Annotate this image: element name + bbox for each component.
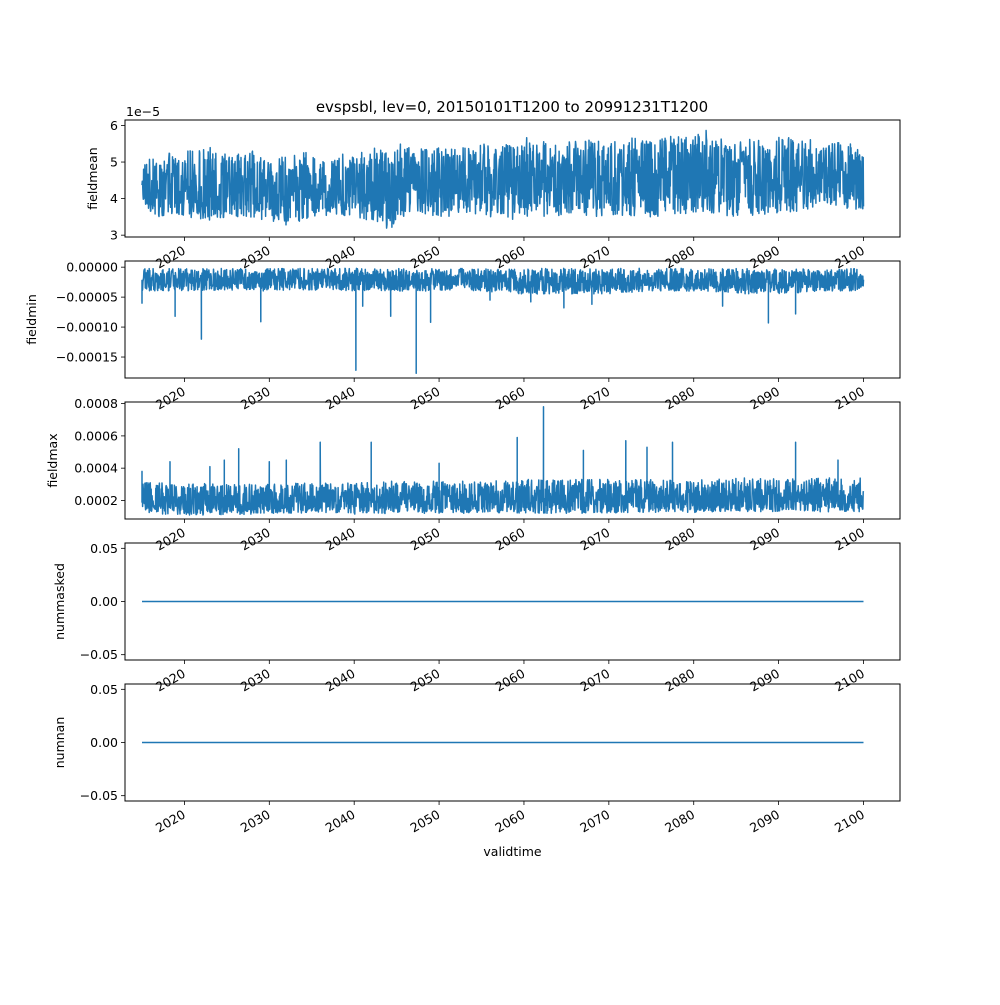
y-axis-label: nummasked: [52, 563, 67, 640]
y-tick-label: 0.00: [90, 735, 118, 750]
x-tick-label: 2080: [662, 666, 697, 695]
plot-frame: [124, 401, 901, 520]
x-tick-label: 2040: [323, 666, 358, 695]
x-tick-label: 2040: [323, 807, 358, 836]
subplot-fieldmean: 3 4 5 6 2020 2030 2040 2050 2060 2070 2080 2090 2100…: [85, 104, 901, 272]
y-tick-label: −0.00010: [56, 320, 118, 335]
y-axis-label: numnan: [52, 717, 67, 769]
subplot-nummasked: 0.05 0.00 −0.05 2020 2030 2040 2050 2060 2070 208…: [52, 541, 901, 695]
x-tick-label: 2070: [577, 384, 612, 413]
x-tick-label: 2090: [747, 525, 782, 554]
x-tick-label: 2050: [408, 666, 443, 695]
x-tick-label: 2080: [662, 243, 697, 272]
offset-label: 1e−5: [126, 104, 160, 119]
plot-frame: [124, 260, 901, 379]
x-tick-label: 2080: [662, 525, 697, 554]
y-tick-label: 0.00: [90, 594, 118, 609]
x-tick-label: 2030: [238, 807, 273, 836]
x-tick-label: 2040: [323, 525, 358, 554]
x-tick-label: 2060: [492, 243, 527, 272]
series-line-fieldmin: [141, 267, 865, 374]
x-tick-label: 2070: [577, 666, 612, 695]
y-axis-label: fieldmin: [24, 294, 39, 345]
plot-frame: [124, 119, 901, 238]
y-tick-label: 0.0002: [74, 493, 118, 508]
x-tick-label: 2040: [323, 243, 358, 272]
series-line-fieldmax: [141, 406, 865, 516]
x-tick-label: 2090: [747, 807, 782, 836]
x-tick-label: 2050: [408, 525, 443, 554]
x-tick-label: 2070: [577, 807, 612, 836]
y-tick-label: −0.05: [80, 647, 118, 662]
x-tick-label: 2060: [492, 384, 527, 413]
x-tick-label: 2030: [238, 384, 273, 413]
y-tick-label: 0.0008: [74, 396, 118, 411]
y-tick-label: −0.00005: [56, 290, 118, 305]
y-axis-label: fieldmax: [45, 433, 60, 487]
y-tick-label: 0.05: [90, 682, 118, 697]
x-tick-label: 2080: [662, 807, 697, 836]
y-tick-label: −0.05: [80, 788, 118, 803]
x-tick-label: 2100: [832, 807, 867, 836]
y-tick-label: 0.00000: [66, 260, 118, 275]
x-tick-label: 2030: [238, 525, 273, 554]
x-tick-label: 2070: [577, 525, 612, 554]
x-tick-label: 2080: [662, 384, 697, 413]
x-tick-label: 2020: [153, 525, 188, 554]
chart-title: evspsbl, lev=0, 20150101T1200 to 2099123…: [316, 98, 708, 116]
y-tick-label: 4: [110, 191, 118, 206]
x-axis-label: validtime: [483, 844, 541, 859]
x-tick-label: 2100: [832, 525, 867, 554]
x-tick-label: 2070: [577, 243, 612, 272]
y-tick-label: 5: [110, 155, 118, 170]
plot-frame: [124, 542, 901, 661]
y-tick-label: −0.00015: [56, 350, 118, 365]
x-tick-label: 2090: [747, 384, 782, 413]
x-tick-label: 2060: [492, 807, 527, 836]
x-tick-label: 2050: [408, 243, 443, 272]
x-tick-label: 2060: [492, 525, 527, 554]
series-line-fieldmean: [141, 129, 865, 229]
subplot-fieldmax: 0.0002 0.0004 0.0006 0.0008 2020 2030 2040 2050…: [45, 396, 901, 554]
y-tick-label: 6: [110, 118, 118, 133]
y-tick-label: 0.0004: [74, 461, 118, 476]
subplot-numnan: 0.05 0.00 −0.05 2020 2030 2040 2050 2060 2070 208…: [52, 682, 901, 859]
x-tick-label: 2020: [153, 807, 188, 836]
x-tick-label: 2020: [153, 243, 188, 272]
x-tick-label: 2020: [153, 384, 188, 413]
x-tick-label: 2050: [408, 807, 443, 836]
x-tick-label: 2100: [832, 243, 867, 272]
x-tick-label: 2050: [408, 384, 443, 413]
y-tick-label: 0.0006: [74, 428, 118, 443]
y-tick-label: 0.05: [90, 541, 118, 556]
x-tick-label: 2090: [747, 243, 782, 272]
y-tick-label: 3: [110, 228, 118, 243]
x-tick-label: 2040: [323, 384, 358, 413]
x-tick-label: 2020: [153, 666, 188, 695]
x-tick-label: 2090: [747, 666, 782, 695]
x-tick-label: 2030: [238, 243, 273, 272]
plot-frame: [124, 683, 901, 802]
x-tick-label: 2060: [492, 666, 527, 695]
x-tick-label: 2100: [832, 384, 867, 413]
x-tick-label: 2100: [832, 666, 867, 695]
x-tick-label: 2030: [238, 666, 273, 695]
subplot-fieldmin: 0.00000 −0.00005 −0.00010 −0.00015 2020 2030 2…: [24, 260, 901, 413]
y-axis-label: fieldmean: [85, 147, 100, 209]
